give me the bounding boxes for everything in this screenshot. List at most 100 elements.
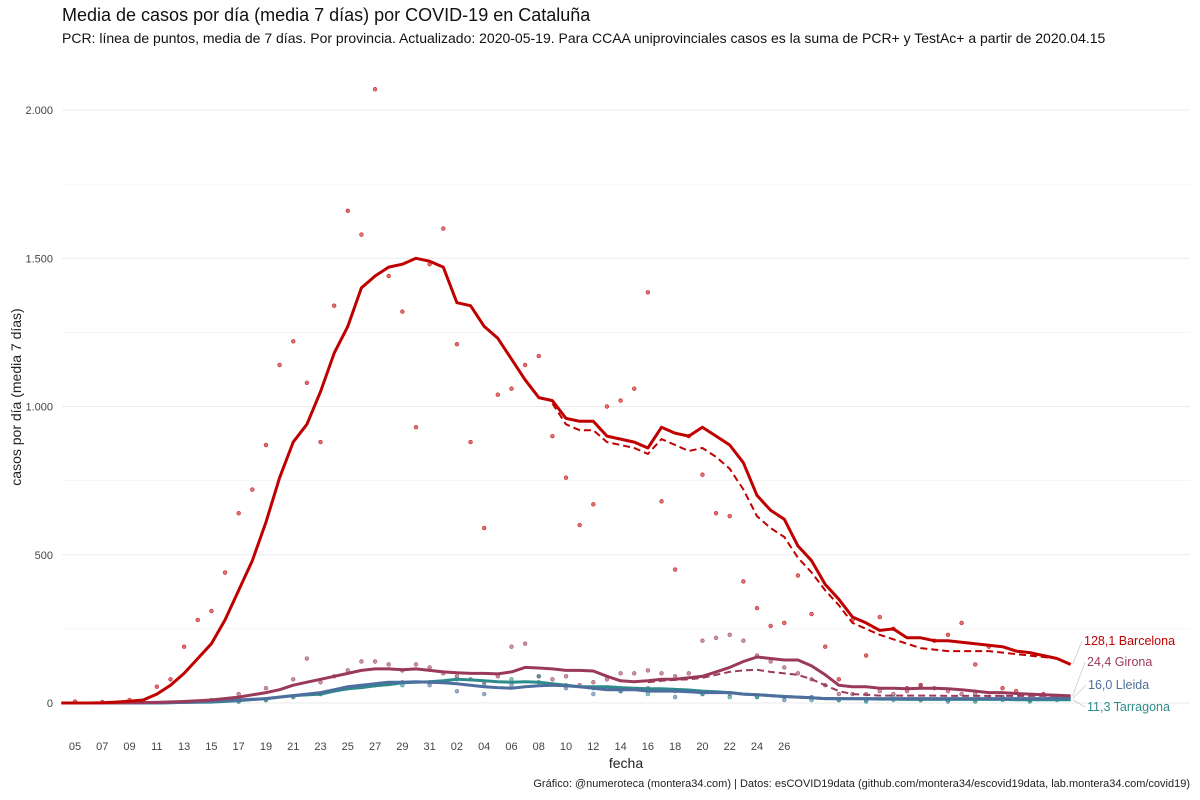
data-point-barcelona (318, 439, 323, 445)
data-point-tarragona (727, 694, 732, 700)
data-point-barcelona (672, 567, 678, 572)
data-point-girona (645, 668, 651, 673)
data-point-tarragona (645, 691, 651, 697)
avg-line-girona (61, 655, 1071, 705)
data-point-barcelona (632, 386, 637, 391)
data-point-girona (782, 665, 787, 670)
data-point-barcelona (863, 653, 869, 658)
data-point-barcelona (550, 433, 555, 439)
data-point-barcelona (768, 623, 773, 629)
data-point-girona (291, 677, 296, 682)
x-tick-label: 26 (778, 741, 790, 753)
x-tick-label: 29 (396, 741, 408, 753)
data-point-barcelona (945, 632, 951, 638)
label-leader-line (1072, 699, 1086, 708)
data-point-girona (563, 674, 569, 679)
data-point-barcelona (277, 362, 282, 368)
y-axis-title: casos por día (media 7 días) (8, 308, 24, 485)
gridlines (62, 109, 1190, 704)
end-label-tarragona: 11,3 Tarragona (1087, 700, 1170, 714)
daily-points (72, 87, 1060, 705)
data-point-barcelona (345, 208, 350, 214)
data-point-girona (795, 671, 801, 676)
data-point-barcelona (877, 614, 882, 620)
data-point-barcelona (331, 303, 337, 308)
x-tick-label: 09 (123, 741, 135, 753)
x-tick-label: 04 (478, 741, 490, 753)
data-point-lleida (591, 691, 596, 697)
x-tick-label: 16 (642, 741, 654, 753)
data-point-girona (727, 632, 732, 638)
y-tick-label: 2.000 (25, 105, 53, 117)
data-point-barcelona (413, 425, 419, 430)
data-point-barcelona (372, 87, 378, 92)
avg-line-lleida (61, 680, 1071, 705)
data-point-barcelona (181, 644, 187, 649)
data-point-girona (591, 680, 596, 685)
data-point-barcelona (795, 573, 801, 578)
x-tick-label: 21 (287, 741, 299, 753)
data-point-barcelona (468, 439, 473, 445)
y-tick-label: 0 (47, 698, 53, 710)
x-tick-label: 19 (260, 741, 272, 753)
data-point-barcelona (359, 232, 364, 237)
data-point-barcelona (577, 522, 582, 528)
data-point-barcelona (495, 392, 501, 397)
label-leader-line (1072, 661, 1086, 697)
y-tick-label: 500 (35, 550, 53, 562)
x-tick-label: 22 (724, 741, 736, 753)
x-tick-label: 13 (178, 741, 190, 753)
data-point-barcelona (195, 617, 200, 623)
data-point-girona (304, 656, 310, 661)
end-label-barcelona: 128,1 Barcelona (1084, 634, 1175, 648)
data-point-girona (877, 688, 882, 694)
data-point-barcelona (386, 273, 391, 279)
data-point-girona (550, 677, 555, 682)
data-point-barcelona (454, 342, 460, 347)
data-point-girona (768, 659, 773, 664)
data-point-barcelona (659, 499, 664, 504)
data-point-barcelona (168, 677, 173, 682)
data-point-barcelona (836, 677, 842, 682)
data-point-lleida (672, 694, 678, 700)
x-tick-label: 06 (505, 741, 517, 753)
x-axis-title: fecha (609, 755, 643, 771)
x-tick-label: 20 (696, 741, 708, 753)
x-axis-ticks: 05 07 09 11 13 15 17 19 21 23 25 27 29 31 02 04 06 08 10 12… (69, 741, 791, 753)
y-tick-label: 1.000 (25, 402, 53, 414)
x-tick-label: 12 (587, 741, 599, 753)
data-point-girona (359, 659, 364, 664)
data-point-barcelona (741, 579, 746, 584)
data-point-girona (713, 635, 719, 640)
series-end-labels: 128,1 Barcelona 24,4 Girona 16,0 Lleida 11,… (1072, 634, 1175, 714)
data-point-barcelona (754, 605, 760, 611)
data-point-lleida (454, 688, 460, 694)
data-point-barcelona (973, 662, 978, 667)
data-point-girona (672, 674, 678, 679)
data-point-barcelona (809, 611, 814, 617)
data-point-barcelona (263, 442, 269, 448)
y-tick-label: 1.500 (25, 253, 53, 265)
data-point-girona (372, 659, 378, 664)
data-point-barcelona (441, 226, 446, 231)
data-point-girona (686, 671, 691, 676)
data-point-lleida (482, 691, 487, 697)
x-tick-label: 14 (614, 741, 626, 753)
data-point-barcelona (1000, 685, 1005, 691)
data-point-barcelona (604, 404, 610, 409)
data-point-girona (386, 662, 391, 667)
x-tick-label: 10 (560, 741, 572, 753)
y-axis-ticks: 0 500 1.000 1.500 2.000 (25, 105, 53, 710)
x-tick-label: 11 (151, 741, 162, 753)
data-point-girona (918, 683, 923, 688)
data-point-barcelona (250, 487, 255, 492)
x-tick-label: 27 (369, 741, 381, 753)
data-point-barcelona (522, 362, 528, 368)
data-point-girona (632, 671, 637, 676)
data-point-barcelona (645, 290, 651, 295)
data-point-barcelona (563, 475, 569, 480)
data-point-girona (700, 638, 705, 643)
label-leader-line (1072, 640, 1083, 665)
data-point-barcelona (822, 644, 828, 649)
x-tick-label: 25 (342, 741, 354, 753)
